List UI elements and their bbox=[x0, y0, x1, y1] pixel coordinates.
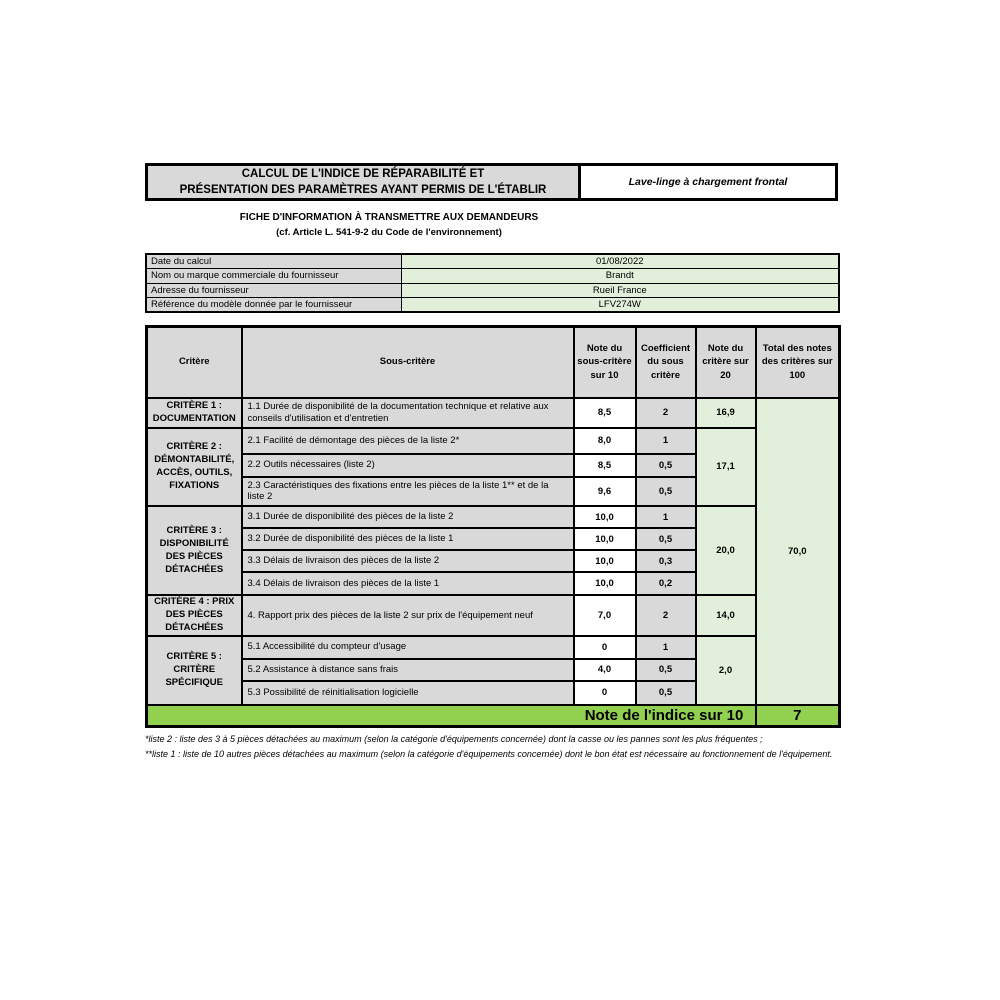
subcriterion-5-3: 5.3 Possibilité de réinitialisation logi… bbox=[240, 679, 575, 706]
subcriterion-1-1: 1.1 Durée de disponibilité de la documen… bbox=[240, 396, 575, 429]
subcriterion-5-1: 5.1 Accessibilité du compteur d'usage bbox=[240, 634, 575, 660]
table-row: 5.2 Assistance à distance sans frais 4,0… bbox=[147, 657, 840, 682]
table-row: 2.2 Outils nécessaires (liste 2) 8,5 0,5 bbox=[147, 452, 840, 478]
table-row: 3.2 Durée de disponibilité des pièces de… bbox=[147, 527, 840, 552]
note-2-2: 8,5 bbox=[572, 452, 637, 478]
footnotes: *liste 2 : liste des 3 à 5 pièces détach… bbox=[145, 732, 838, 763]
header-critere: Critère bbox=[145, 325, 243, 399]
document-title-line2: PRÉSENTATION DES PARAMÈTRES AYANT PERMIS… bbox=[179, 184, 547, 196]
subcriterion-4: 4. Rapport prix des pièces de la liste 2… bbox=[240, 594, 575, 637]
header-note-sous-critere: Note du sous-critère sur 10 bbox=[572, 325, 637, 399]
table-row: CRITÈRE 4 : PRIX DES PIÈCES DÉTACHÉES 4.… bbox=[145, 594, 840, 637]
footnote-liste1: **liste 1 : liste de 10 autres pièces dé… bbox=[145, 749, 833, 760]
criterion-3-note20: 20,0 bbox=[694, 505, 757, 597]
supplier-info-table: Date du calcul 01/08/2022 Nom ou marque … bbox=[145, 253, 840, 313]
criterion-4-note20: 14,0 bbox=[694, 594, 757, 637]
coef-2-3: 0,5 bbox=[634, 475, 697, 508]
subcriterion-5-2: 5.2 Assistance à distance sans frais bbox=[240, 657, 575, 682]
note-5-1: 0 bbox=[572, 634, 637, 660]
header-sous-critere: Sous-critère bbox=[240, 325, 575, 399]
subcriterion-3-2: 3.2 Durée de disponibilité des pièces de… bbox=[240, 527, 575, 552]
product-type-box: Lave-linge à chargement frontal bbox=[581, 166, 835, 198]
criterion-1-label: CRITÈRE 1 : DOCUMENTATION bbox=[145, 396, 243, 429]
score-label: Note de l'indice sur 10 bbox=[573, 703, 757, 728]
info-label-date: Date du calcul bbox=[145, 253, 402, 269]
criterion-2-label: CRITÈRE 2 : DÉMONTABILITÉ, ACCÈS, OUTILS… bbox=[145, 426, 243, 508]
note-1-1: 8,5 bbox=[572, 396, 637, 429]
criterion-5-label: CRITÈRE 5 : CRITÈRE SPÉCIFIQUE bbox=[145, 634, 243, 706]
subcriterion-3-4: 3.4 Délais de livraison des pièces de la… bbox=[240, 571, 575, 597]
info-label-brand: Nom ou marque commerciale du fournisseur bbox=[145, 268, 402, 284]
subcriterion-2-3: 2.3 Caractéristiques des fixations entre… bbox=[240, 475, 575, 508]
table-row: Date du calcul 01/08/2022 bbox=[145, 253, 840, 269]
score-value: 7 bbox=[754, 703, 841, 728]
subcriterion-3-3: 3.3 Délais de livraison des pièces de la… bbox=[240, 549, 575, 574]
note-3-4: 10,0 bbox=[572, 571, 637, 597]
score-row: Note de l'indice sur 10 7 bbox=[145, 703, 841, 728]
subtitle-line2: (cf. Article L. 541-9-2 du Code de l'env… bbox=[276, 227, 502, 238]
note-3-3: 10,0 bbox=[572, 549, 637, 574]
coef-3-1: 1 bbox=[634, 505, 697, 530]
product-type-label: Lave-linge à chargement frontal bbox=[628, 176, 788, 188]
note-3-2: 10,0 bbox=[572, 527, 637, 552]
coef-5-3: 0,5 bbox=[634, 679, 697, 706]
table-header-row: Critère Sous-critère Note du sous-critèr… bbox=[145, 325, 841, 399]
note-4: 7,0 bbox=[572, 594, 637, 637]
document-title-line1: CALCUL DE L'INDICE DE RÉPARABILITÉ ET bbox=[241, 167, 485, 180]
coef-4: 2 bbox=[634, 594, 697, 637]
coef-3-4: 0,2 bbox=[634, 571, 697, 597]
note-5-3: 0 bbox=[572, 679, 637, 706]
header-coefficient: Coefficient du sous critère bbox=[634, 325, 697, 399]
table-row: CRITÈRE 2 : DÉMONTABILITÉ, ACCÈS, OUTILS… bbox=[145, 426, 840, 508]
criterion-5-note20: 2,0 bbox=[694, 634, 757, 706]
table-row: 2.3 Caractéristiques des fixations entre… bbox=[147, 475, 840, 508]
table-row: 5.3 Possibilité de réinitialisation logi… bbox=[147, 679, 840, 706]
subcriterion-2-1: 2.1 Facilité de démontage des pièces de … bbox=[240, 426, 575, 455]
info-value-model: LFV274W bbox=[400, 297, 840, 313]
subcriterion-3-1: 3.1 Durée de disponibilité des pièces de… bbox=[240, 505, 575, 530]
subtitle: FICHE D'INFORMATION À TRANSMETTRE AUX DE… bbox=[145, 212, 838, 238]
note-3-1: 10,0 bbox=[572, 505, 637, 530]
criterion-4-label: CRITÈRE 4 : PRIX DES PIÈCES DÉTACHÉES bbox=[145, 594, 243, 637]
header-total: Total des notes des critères sur 100 bbox=[754, 325, 841, 399]
note-2-1: 8,0 bbox=[572, 426, 637, 455]
table-row: Adresse du fournisseur Rueil France bbox=[145, 282, 840, 298]
total-notes-100: 70,0 bbox=[754, 396, 841, 706]
table-row: CRITÈRE 1 : DOCUMENTATION 1.1 Durée de d… bbox=[145, 396, 841, 706]
info-value-brand: Brandt bbox=[400, 268, 840, 284]
table-row: CRITÈRE 3 : DISPONIBILITÉ DES PIÈCES DÉT… bbox=[145, 505, 840, 597]
criterion-2-note20: 17,1 bbox=[694, 426, 757, 508]
coef-5-2: 0,5 bbox=[634, 657, 697, 682]
score-spacer bbox=[145, 703, 574, 728]
note-2-3: 9,6 bbox=[572, 475, 637, 508]
subcriterion-2-2: 2.2 Outils nécessaires (liste 2) bbox=[240, 452, 575, 478]
footnote-liste2: *liste 2 : liste des 3 à 5 pièces détach… bbox=[145, 734, 763, 745]
header-note-critere: Note du critère sur 20 bbox=[694, 325, 757, 399]
fiche-content: CALCUL DE L'INDICE DE RÉPARABILITÉ ET PR… bbox=[145, 163, 841, 763]
coef-1-1: 2 bbox=[634, 396, 697, 429]
criterion-1-note20: 16,9 bbox=[694, 396, 757, 429]
info-label-model: Référence du modèle donnée par le fourni… bbox=[145, 297, 402, 313]
table-row: CRITÈRE 5 : CRITÈRE SPÉCIFIQUE 5.1 Acces… bbox=[145, 634, 840, 706]
criterion-3-label: CRITÈRE 3 : DISPONIBILITÉ DES PIÈCES DÉT… bbox=[145, 505, 243, 597]
document-title: CALCUL DE L'INDICE DE RÉPARABILITÉ ET PR… bbox=[148, 166, 581, 198]
table-row: Référence du modèle donnée par le fourni… bbox=[145, 297, 840, 313]
note-5-2: 4,0 bbox=[572, 657, 637, 682]
info-label-address: Adresse du fournisseur bbox=[145, 282, 402, 298]
subtitle-line1: FICHE D'INFORMATION À TRANSMETTRE AUX DE… bbox=[239, 212, 539, 223]
table-row: 3.3 Délais de livraison des pièces de la… bbox=[147, 549, 840, 574]
coef-3-3: 0,3 bbox=[634, 549, 697, 574]
coef-5-1: 1 bbox=[634, 634, 697, 660]
info-value-address: Rueil France bbox=[400, 282, 840, 298]
coef-2-2: 0,5 bbox=[634, 452, 697, 478]
criteria-table: Critère Sous-critère Note du sous-critèr… bbox=[145, 325, 841, 729]
coef-3-2: 0,5 bbox=[634, 527, 697, 552]
table-row: 3.4 Délais de livraison des pièces de la… bbox=[147, 571, 840, 597]
info-value-date: 01/08/2022 bbox=[400, 253, 840, 269]
coef-2-1: 1 bbox=[634, 426, 697, 455]
title-box: CALCUL DE L'INDICE DE RÉPARABILITÉ ET PR… bbox=[145, 163, 838, 201]
table-row: Nom ou marque commerciale du fournisseur… bbox=[145, 268, 840, 284]
